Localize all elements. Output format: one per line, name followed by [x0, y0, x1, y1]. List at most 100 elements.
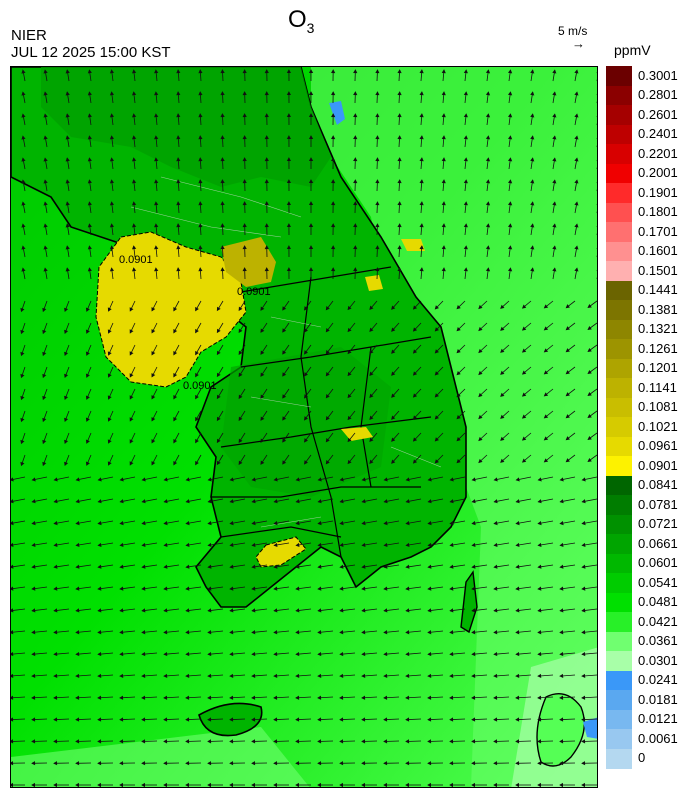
wind-vector-head — [173, 329, 178, 334]
colorbar-swatch — [606, 85, 632, 106]
wind-vector-head — [154, 91, 159, 96]
wind-vector-head — [471, 695, 476, 700]
wind-vector-head — [559, 630, 564, 635]
wind-vector-head — [493, 586, 498, 591]
wind-vector-head — [537, 608, 542, 613]
wind-vector-head — [21, 179, 26, 184]
wind-vector-head — [427, 477, 432, 482]
wind-vector-head — [64, 461, 69, 466]
wind-vector-head — [419, 201, 424, 206]
wind-vector-head — [273, 542, 278, 547]
wind-vector-head — [65, 223, 70, 228]
wind-vector-head — [397, 135, 402, 140]
colorbar-swatch — [606, 514, 632, 535]
wind-vector-head — [286, 69, 291, 73]
wind-vector-head — [478, 436, 483, 442]
wind-vector-head — [295, 673, 300, 679]
wind-vector-head — [87, 179, 92, 184]
wind-vector-head — [383, 477, 388, 482]
wind-vector-head — [471, 761, 476, 766]
wind-vector-head — [185, 520, 190, 526]
wind-vector-head — [11, 782, 14, 787]
wind-vector-head — [419, 223, 424, 228]
wind-vector-head — [581, 586, 586, 591]
wind-vector-head — [151, 461, 156, 466]
wind-vector-head — [493, 564, 498, 569]
wind-vector-head — [361, 586, 366, 591]
wind-vector-head — [43, 245, 48, 250]
wind-vector-head — [397, 113, 402, 118]
wind-vector-head — [304, 460, 308, 465]
wind-vector-head — [251, 761, 256, 766]
wind-vector-head — [207, 542, 212, 547]
wind-vector-head — [31, 761, 36, 766]
wind-vector-head — [11, 717, 14, 722]
wind-vector-head — [596, 72, 597, 73]
wind-vector-head — [339, 542, 344, 547]
wind-vector-head — [500, 326, 505, 331]
wind-vector-head — [463, 113, 468, 118]
wind-vector-head — [251, 739, 256, 744]
wind-vector-head — [176, 267, 181, 272]
wind-vector-head — [251, 608, 256, 613]
wind-vector-head — [471, 520, 476, 526]
wind-vector-head — [151, 307, 156, 312]
wind-vector-head — [353, 223, 358, 228]
wind-vector-head — [507, 157, 513, 162]
wind-vector-head — [339, 673, 344, 679]
wind-vector-head — [97, 630, 102, 635]
wind-vector-head — [405, 520, 410, 526]
wind-vector-head — [485, 179, 491, 184]
wind-vector-head — [581, 520, 586, 526]
wind-vector-head — [391, 305, 396, 310]
wind-vector-head — [581, 673, 586, 679]
colorbar-swatch — [606, 436, 632, 457]
wind-vector-head — [260, 394, 265, 399]
colorbar-swatch — [606, 612, 632, 632]
wind-vector-head — [229, 761, 234, 766]
wind-vector-head — [238, 394, 243, 400]
wind-vector-head — [282, 460, 287, 465]
wind-vector-head — [75, 542, 80, 547]
wind-vector-head — [295, 652, 300, 657]
wind-vector-head — [537, 652, 542, 657]
wind-vector-head — [65, 113, 70, 118]
wind-vector-head — [119, 564, 124, 569]
wind-vector-head — [317, 652, 322, 657]
wind-vector-head — [195, 328, 199, 334]
wind-vector-head — [220, 223, 225, 228]
wind-vector-head — [176, 223, 181, 228]
wind-vector — [596, 276, 597, 279]
wind-vector-head — [251, 717, 256, 722]
wind-vector-head — [339, 761, 344, 766]
wind-vector-head — [176, 113, 181, 118]
wind-vector-head — [242, 135, 247, 140]
wind-vector-head — [107, 439, 112, 444]
wind-vector-head — [20, 439, 25, 445]
wind-vector-head — [383, 608, 388, 613]
wind-vector-head — [559, 542, 564, 547]
wind-vector-head — [521, 304, 527, 309]
wind-vector-head — [574, 245, 579, 250]
wind-vector-head — [391, 459, 396, 464]
wind-vector-head — [581, 608, 586, 613]
low-ozone-patch-se — [583, 717, 597, 739]
wind-vector-head — [119, 630, 124, 635]
wind-vector-head — [317, 477, 322, 482]
wind-vector-head — [119, 542, 124, 547]
wind-vector-head — [129, 329, 134, 334]
wind-vector — [596, 166, 597, 169]
wind-vector-head — [397, 91, 402, 96]
wind-vector-head — [87, 267, 92, 272]
wind-vector-head — [530, 157, 535, 162]
wind-vector-head — [229, 630, 234, 635]
wind-vector-head — [64, 417, 69, 422]
wind-vector-head — [185, 608, 190, 613]
wind-vector-head — [304, 438, 308, 443]
wind-vector-head — [64, 439, 69, 444]
wind-vector-head — [216, 416, 221, 422]
colorbar-swatch — [606, 144, 632, 164]
wind-vector-head — [449, 499, 454, 504]
wind-vector-head — [493, 652, 498, 657]
wind-vector-head — [87, 157, 92, 162]
